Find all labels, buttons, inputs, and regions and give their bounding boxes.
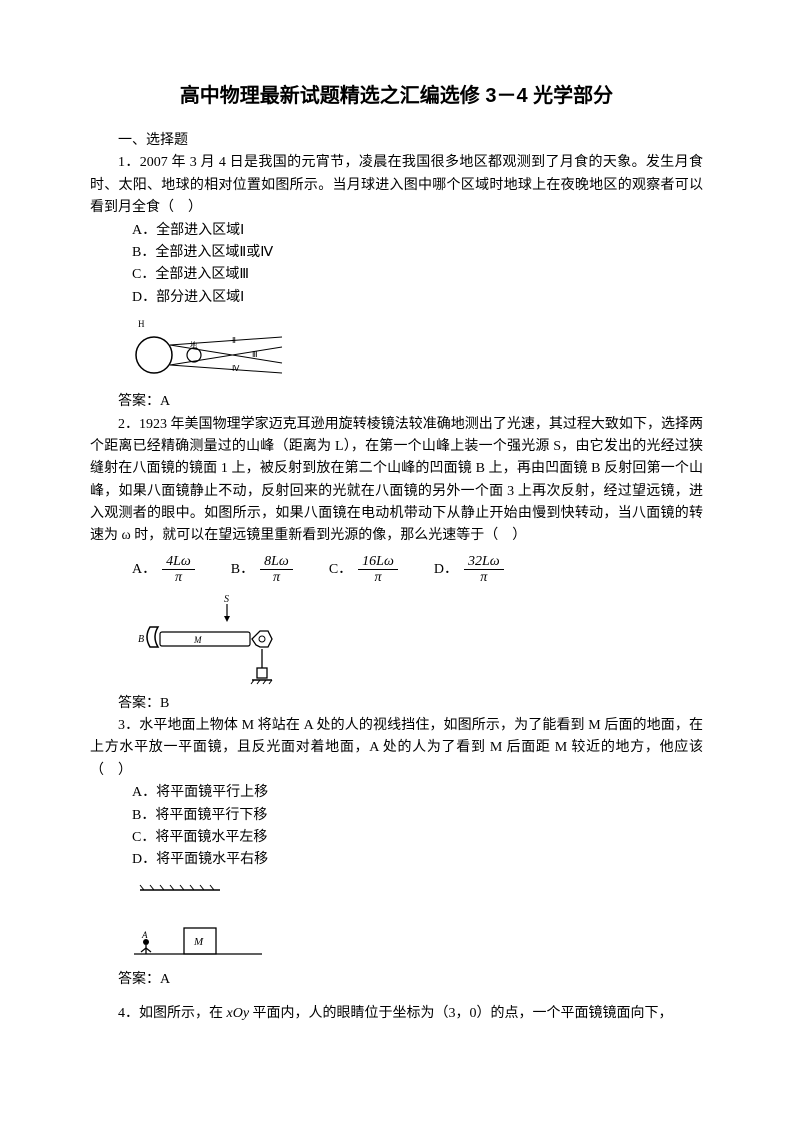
q3-option-d: D．将平面镜水平右移 xyxy=(90,849,703,871)
q2-label-d: D． xyxy=(434,559,458,581)
q2-options: A． 4Lω π B． 8Lω π C． 16Lω π D． 32Lω π xyxy=(90,554,703,586)
q2-num-b: 8Lω xyxy=(260,554,293,570)
svg-text:M: M xyxy=(193,936,204,948)
q2-label-a: A． xyxy=(132,559,156,581)
q2-den-a: π xyxy=(171,570,186,585)
q2-num-d: 32Lω xyxy=(464,554,504,570)
svg-text:地: 地 xyxy=(190,340,197,349)
q2-answer: 答案：B xyxy=(90,693,703,715)
q3-stem: 3．水平地面上物体 M 将站在 A 处的人的视线挡住，如图所示，为了能看到 M … xyxy=(90,715,703,782)
q2-label-c: C． xyxy=(329,559,352,581)
q2-option-c: C． 16Lω π xyxy=(329,554,398,586)
q2-figure: S B M xyxy=(132,592,703,687)
q3-figure-ground: A M xyxy=(132,918,703,963)
q3-option-c: C．将平面镜水平左移 xyxy=(90,827,703,849)
q2-den-c: π xyxy=(370,570,385,585)
q1-figure: H 地 Ⅱ Ⅲ Ⅳ xyxy=(132,315,703,385)
page-title: 高中物理最新试题精选之汇编选修 3－4 光学部分 xyxy=(90,80,703,112)
q1-answer: 答案：A xyxy=(90,391,703,413)
q3-answer: 答案：A xyxy=(90,969,703,991)
svg-text:Ⅳ: Ⅳ xyxy=(232,364,240,373)
q2-label-b: B． xyxy=(231,559,254,581)
q3-figure-mirror xyxy=(132,878,703,898)
svg-text:S: S xyxy=(224,594,229,605)
svg-text:A: A xyxy=(141,930,148,940)
q3-option-b: B．将平面镜平行下移 xyxy=(90,805,703,827)
q2-option-a: A． 4Lω π xyxy=(132,554,195,586)
q2-option-d: D． 32Lω π xyxy=(434,554,504,586)
q3-option-a: A．将平面镜平行上移 xyxy=(90,782,703,804)
q2-num-c: 16Lω xyxy=(358,554,398,570)
svg-text:Ⅲ: Ⅲ xyxy=(252,350,258,359)
q1-option-d: D．部分进入区域Ⅰ xyxy=(90,287,703,309)
q1-option-c: C．全部进入区域Ⅲ xyxy=(90,264,703,286)
q1-option-b: B．全部进入区域Ⅱ或Ⅳ xyxy=(90,242,703,264)
section-heading: 一、选择题 xyxy=(90,130,703,152)
q1-option-a: A．全部进入区域Ⅰ xyxy=(90,220,703,242)
svg-text:M: M xyxy=(193,635,202,645)
q2-den-d: π xyxy=(476,570,491,585)
q4-part1: 4．如图所示，在 xyxy=(118,1006,227,1021)
svg-text:H: H xyxy=(138,319,145,329)
q4-part2: 平面内，人的眼睛位于坐标为（3，0）的点，一个平面镜镜面向下， xyxy=(249,1006,673,1021)
q1-stem: 1．2007 年 3 月 4 日是我国的元宵节，凌晨在我国很多地区都观测到了月食… xyxy=(90,152,703,219)
q2-num-a: 4Lω xyxy=(162,554,195,570)
q2-option-b: B． 8Lω π xyxy=(231,554,293,586)
q4-xoy: xOy xyxy=(227,1006,250,1021)
q2-den-b: π xyxy=(269,570,284,585)
q4-stem: 4．如图所示，在 xOy 平面内，人的眼睛位于坐标为（3，0）的点，一个平面镜镜… xyxy=(90,1003,703,1025)
svg-text:Ⅱ: Ⅱ xyxy=(232,336,236,345)
q2-stem: 2．1923 年美国物理学家迈克耳逊用旋转棱镜法较准确地测出了光速，其过程大致如… xyxy=(90,414,703,548)
svg-text:B: B xyxy=(138,634,144,645)
